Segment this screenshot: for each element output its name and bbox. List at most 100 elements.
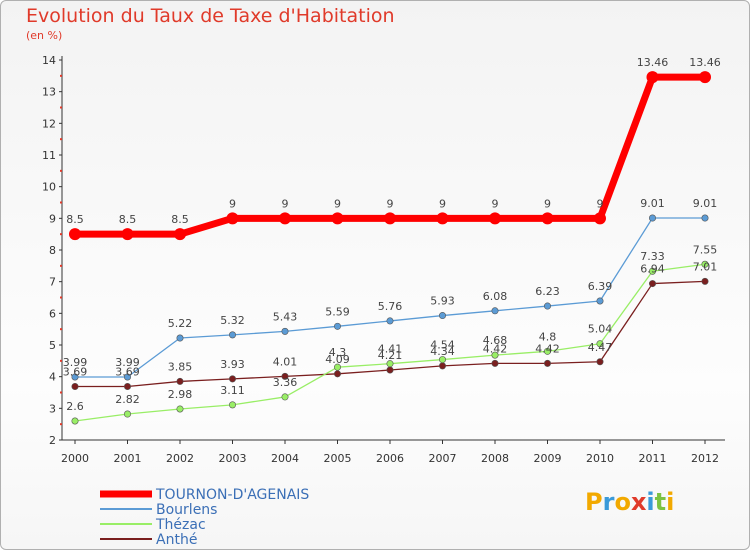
data-point — [281, 327, 289, 335]
y-minor-mark — [60, 74, 62, 77]
data-point — [71, 382, 79, 390]
data-label: 9 — [439, 197, 446, 210]
data-point — [701, 260, 709, 268]
data-label: 3.69 — [115, 365, 140, 378]
data-label: 6.39 — [588, 280, 613, 293]
data-point — [594, 212, 606, 225]
x-tick-label: 2009 — [534, 452, 562, 465]
data-label: 2.82 — [115, 393, 140, 406]
data-point — [174, 228, 186, 241]
y-tick-label: 5 — [49, 339, 56, 352]
data-label: 5.22 — [168, 317, 193, 330]
y-tick-label: 2 — [49, 434, 56, 447]
data-point — [124, 410, 132, 418]
data-point — [543, 359, 551, 367]
data-label: 5.59 — [325, 305, 350, 318]
data-point — [491, 359, 499, 367]
data-point — [438, 312, 446, 320]
data-label: 4.42 — [483, 342, 508, 355]
data-label: 5.32 — [220, 314, 245, 327]
y-tick-label: 13 — [42, 86, 56, 99]
chart-title: Evolution du Taux de Taxe d'Habitation — [26, 5, 395, 27]
data-label: 7.01 — [693, 260, 718, 273]
data-point — [121, 228, 134, 241]
y-minor-mark — [60, 233, 62, 236]
legend-label: Thézac — [155, 517, 206, 533]
data-label: 9 — [544, 197, 551, 210]
y-minor-mark — [60, 264, 62, 267]
data-label: 4.68 — [483, 334, 508, 347]
data-point — [69, 228, 81, 241]
data-label: 9.01 — [693, 197, 718, 210]
y-minor-mark — [60, 359, 62, 362]
data-point — [226, 212, 239, 225]
data-point — [438, 356, 446, 364]
data-label: 5.04 — [588, 323, 613, 336]
data-point — [543, 302, 551, 310]
data-point — [229, 331, 237, 339]
data-label: 9 — [282, 197, 289, 210]
data-label: 3.99 — [63, 356, 88, 369]
proxiti-logo: Proxiti — [585, 488, 675, 516]
data-point — [124, 373, 132, 381]
data-label: 7.33 — [640, 250, 665, 263]
series-line-0 — [75, 73, 705, 238]
data-label: 4.21 — [378, 349, 403, 362]
y-minor-mark — [60, 423, 62, 426]
y-tick-label: 9 — [49, 212, 56, 225]
data-point — [229, 401, 237, 409]
data-label: 9 — [334, 197, 341, 210]
data-label: 3.93 — [220, 358, 245, 371]
y-minor-mark — [60, 138, 62, 141]
data-point — [648, 280, 656, 288]
data-point — [386, 366, 394, 374]
data-point — [333, 370, 341, 378]
data-label: 9 — [597, 197, 604, 210]
y-minor-mark — [60, 328, 62, 331]
data-label: 2.98 — [168, 388, 193, 401]
x-tick-label: 2002 — [166, 452, 194, 465]
x-tick-label: 2007 — [429, 452, 457, 465]
y-tick-label: 12 — [42, 117, 56, 130]
data-label: 4.47 — [588, 341, 613, 354]
data-label: 9.01 — [640, 197, 665, 210]
data-label: 13.46 — [689, 56, 721, 69]
data-label: 7.55 — [693, 243, 718, 256]
data-point — [543, 347, 551, 355]
data-label: 4.8 — [539, 330, 557, 343]
data-point — [699, 71, 711, 84]
data-label: 8.5 — [66, 213, 84, 226]
x-tick-label: 2005 — [324, 452, 352, 465]
data-point — [333, 363, 341, 371]
data-point — [176, 334, 184, 342]
data-point — [281, 393, 289, 401]
y-tick-label: 10 — [42, 181, 56, 194]
x-tick-label: 2010 — [586, 452, 614, 465]
data-point — [491, 351, 499, 359]
data-label: 4.54 — [430, 339, 455, 352]
data-point — [176, 405, 184, 413]
data-label: 3.36 — [273, 376, 298, 389]
data-label: 4.3 — [329, 346, 347, 359]
data-label: 5.76 — [378, 300, 403, 313]
x-tick-label: 2008 — [481, 452, 509, 465]
data-label: 4.41 — [378, 343, 403, 356]
data-label: 6.23 — [535, 285, 560, 298]
y-minor-mark — [60, 296, 62, 299]
data-label: 3.69 — [63, 365, 88, 378]
data-point — [279, 212, 291, 225]
x-tick-label: 2001 — [114, 452, 142, 465]
data-point — [386, 360, 394, 368]
data-label: 9 — [492, 197, 499, 210]
data-label: 4.01 — [273, 355, 298, 368]
y-tick-label: 4 — [49, 371, 56, 384]
data-point — [489, 212, 501, 225]
data-label: 3.99 — [115, 356, 140, 369]
legend-label: Bourlens — [156, 502, 217, 518]
legend-label: TOURNON-D'AGENAIS — [155, 487, 309, 503]
data-point — [596, 297, 604, 305]
data-point — [281, 372, 289, 380]
data-point — [596, 358, 604, 366]
